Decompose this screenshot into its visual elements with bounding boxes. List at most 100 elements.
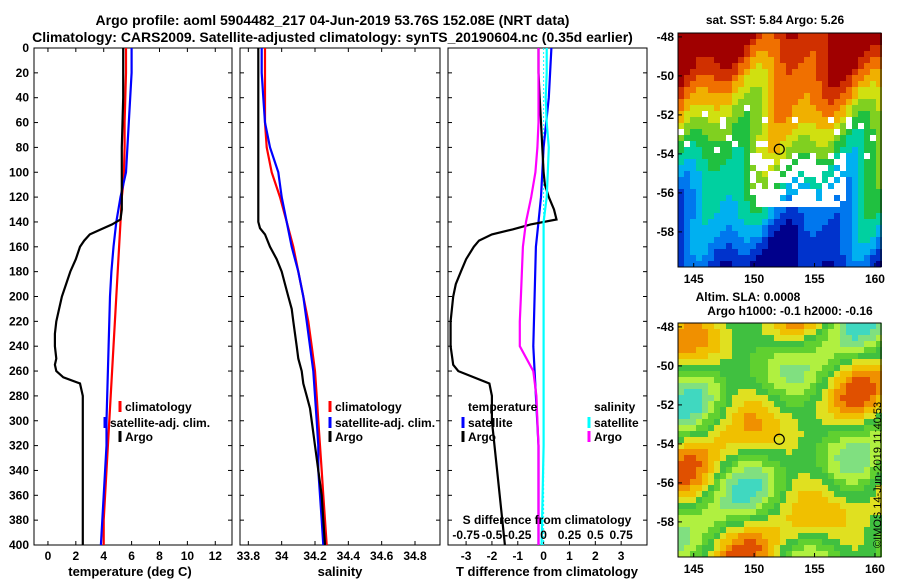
map-cell	[786, 359, 792, 365]
map-cell	[810, 201, 816, 207]
map-cell	[774, 473, 780, 479]
s-tick-label: -0.5	[482, 528, 503, 542]
map-cell	[678, 231, 684, 237]
map-cell	[846, 87, 852, 93]
map-cell	[744, 123, 750, 129]
map-cell	[738, 509, 744, 515]
map-cell	[792, 449, 798, 455]
map-cell	[774, 69, 780, 75]
map-cell	[726, 183, 732, 189]
map-cell	[762, 401, 768, 407]
map-cell	[822, 129, 828, 135]
map-y-tick-label: -52	[657, 108, 675, 122]
map-cell	[708, 81, 714, 87]
map-cell	[678, 527, 684, 533]
map-cell	[852, 539, 858, 545]
map-cell	[744, 509, 750, 515]
map-cell	[870, 449, 876, 455]
map-cell	[864, 425, 870, 431]
map-cell	[732, 359, 738, 365]
map-cell	[858, 455, 864, 461]
map-cell	[876, 359, 882, 365]
map-cell	[816, 249, 822, 255]
map-cell	[822, 195, 828, 201]
map-cell	[702, 261, 708, 267]
map-cell	[834, 237, 840, 243]
map-cell	[678, 237, 684, 243]
map-cell	[762, 341, 768, 347]
map-cell	[702, 461, 708, 467]
map-cell	[690, 135, 696, 141]
map-cell	[798, 473, 804, 479]
map-cell	[792, 129, 798, 135]
map-cell	[780, 249, 786, 255]
map-cell	[876, 431, 882, 437]
map-cell	[750, 141, 756, 147]
map-cell	[858, 147, 864, 153]
map-cell	[804, 81, 810, 87]
depth-tick-label: 120	[9, 190, 29, 204]
map-cell	[768, 195, 774, 201]
map-cell	[774, 51, 780, 57]
map-cell	[708, 201, 714, 207]
map-cell	[786, 249, 792, 255]
map-cell	[750, 81, 756, 87]
map-cell	[822, 539, 828, 545]
map-cell	[744, 551, 750, 557]
map-cell	[702, 117, 708, 123]
map-cell	[822, 207, 828, 213]
map-cell	[870, 521, 876, 527]
map-cell	[816, 237, 822, 243]
map-cell	[732, 461, 738, 467]
map-cell	[846, 237, 852, 243]
map-cell	[870, 243, 876, 249]
map-cell	[720, 329, 726, 335]
map-cell	[840, 425, 846, 431]
map-cell	[792, 153, 798, 159]
map-cell	[684, 371, 690, 377]
map-cell	[726, 237, 732, 243]
map-cell	[810, 347, 816, 353]
map-cell	[816, 323, 822, 329]
map-cell	[678, 249, 684, 255]
map-cell	[726, 207, 732, 213]
map-cell	[840, 431, 846, 437]
map-cell	[816, 377, 822, 383]
map-cell	[840, 377, 846, 383]
map-cell	[720, 183, 726, 189]
map-cell	[738, 461, 744, 467]
map-cell	[816, 189, 822, 195]
map-cell	[780, 395, 786, 401]
map-cell	[858, 45, 864, 51]
map-cell	[678, 425, 684, 431]
map-cell	[756, 503, 762, 509]
map-cell	[702, 515, 708, 521]
map-cell	[726, 57, 732, 63]
map-cell	[678, 69, 684, 75]
map-cell	[756, 551, 762, 557]
map-cell	[792, 39, 798, 45]
map-cell	[744, 177, 750, 183]
map-cell	[852, 551, 858, 557]
map-cell	[714, 207, 720, 213]
map-cell	[714, 141, 720, 147]
map-cell	[720, 449, 726, 455]
map-cell	[834, 371, 840, 377]
map-cell	[756, 81, 762, 87]
map-cell	[768, 419, 774, 425]
map-cell	[714, 491, 720, 497]
map-cell	[846, 491, 852, 497]
map-cell	[708, 117, 714, 123]
map-cell	[762, 323, 768, 329]
map-cell	[828, 359, 834, 365]
map-cell	[744, 335, 750, 341]
map-cell	[870, 201, 876, 207]
map-cell	[756, 153, 762, 159]
map-cell	[714, 45, 720, 51]
map-cell	[834, 231, 840, 237]
map-cell	[684, 111, 690, 117]
map-cell	[780, 479, 786, 485]
s-tick-label: -0.25	[504, 528, 532, 542]
map-cell	[816, 533, 822, 539]
map-cell	[708, 183, 714, 189]
